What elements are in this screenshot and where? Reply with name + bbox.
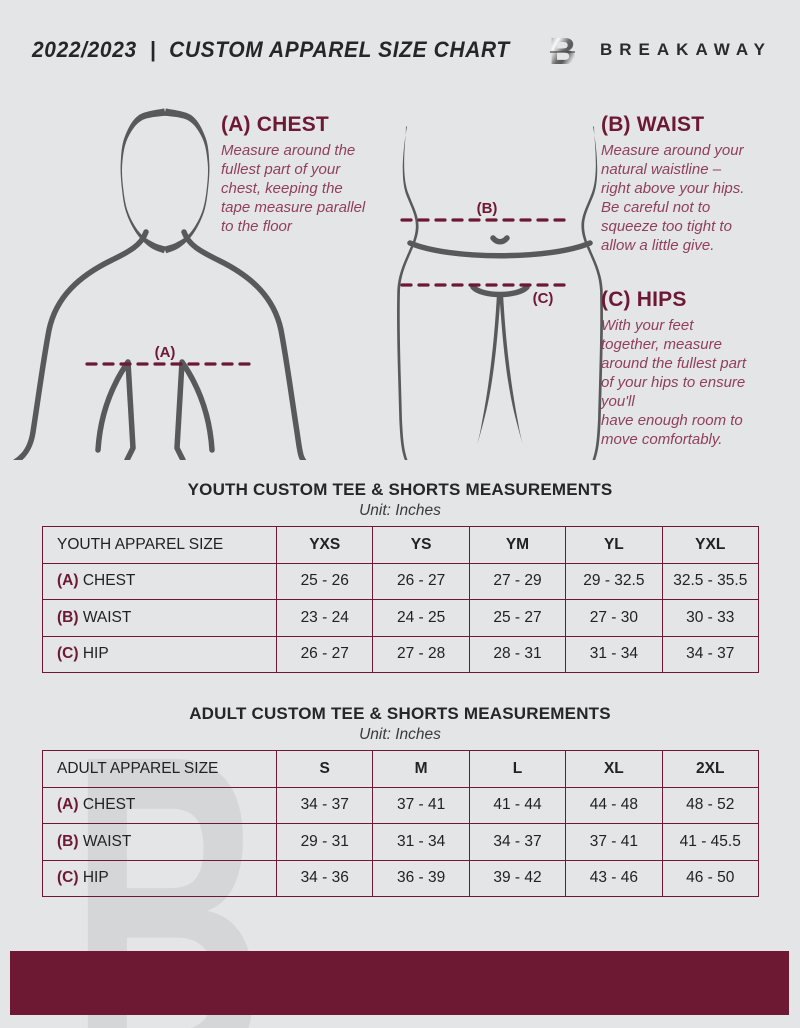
svg-text:(C): (C): [533, 290, 554, 307]
svg-text:(B): (B): [477, 200, 498, 217]
svg-text:B: B: [549, 31, 576, 70]
svg-text:(A): (A): [155, 344, 176, 361]
